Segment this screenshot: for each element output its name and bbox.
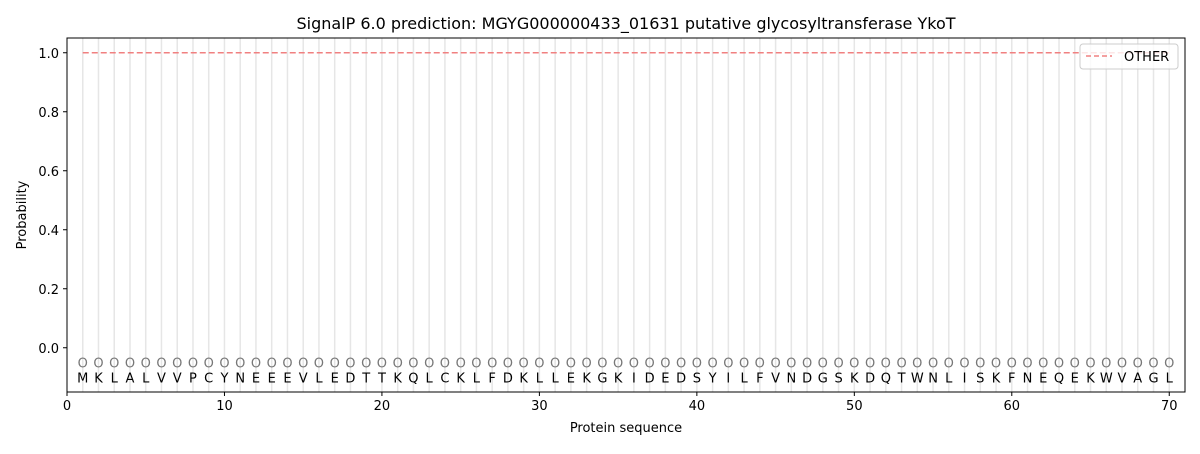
y-tick-label: 0.6 bbox=[38, 165, 59, 180]
residue-label: Y bbox=[708, 371, 717, 386]
y-tick-label: 1.0 bbox=[38, 47, 59, 62]
residue-label: V bbox=[299, 371, 308, 386]
residue-label: P bbox=[189, 371, 197, 386]
legend-label-other: OTHER bbox=[1124, 50, 1169, 65]
residue-label: E bbox=[1071, 371, 1079, 386]
residue-label: T bbox=[361, 371, 370, 386]
predicted-labels: OOOOOOOOOOOOOOOOOOOOOOOOOOOOOOOOOOOOOOOO… bbox=[78, 357, 1175, 372]
residue-label: E bbox=[331, 371, 339, 386]
residue-label: A bbox=[126, 371, 135, 386]
residue-label: L bbox=[473, 371, 481, 386]
residue-label: I bbox=[632, 371, 636, 386]
residue-label: L bbox=[1166, 371, 1174, 386]
residue-label: D bbox=[645, 371, 655, 386]
residue-label: K bbox=[456, 371, 465, 386]
x-tick-label: 10 bbox=[216, 399, 233, 414]
plot-frame bbox=[66, 37, 1186, 393]
residue-label: K bbox=[519, 371, 528, 386]
residue-label: D bbox=[865, 371, 875, 386]
y-tick-label: 0.2 bbox=[38, 283, 59, 298]
residue-label: I bbox=[963, 371, 967, 386]
residue-label: Y bbox=[219, 371, 228, 386]
residue-label: E bbox=[283, 371, 291, 386]
x-tick-label: 70 bbox=[1161, 399, 1178, 414]
residue-label: N bbox=[235, 371, 245, 386]
residue-label: L bbox=[536, 371, 544, 386]
residue-label: E bbox=[661, 371, 669, 386]
residue-label: S bbox=[693, 371, 701, 386]
residue-label: Q bbox=[881, 371, 891, 386]
y-tick-label: 0.4 bbox=[38, 224, 59, 239]
residue-label: D bbox=[503, 371, 513, 386]
residue-label: N bbox=[786, 371, 796, 386]
residue-label: V bbox=[173, 371, 182, 386]
residue-label: V bbox=[771, 371, 780, 386]
residue-label: G bbox=[1148, 371, 1158, 386]
legend: OTHER bbox=[1079, 43, 1179, 70]
residue-label: F bbox=[1008, 371, 1015, 386]
residue-label: L bbox=[111, 371, 119, 386]
residue-label: W bbox=[911, 371, 924, 386]
residue-label: L bbox=[426, 371, 434, 386]
residue-label: A bbox=[1133, 371, 1142, 386]
residue-label: Q bbox=[1054, 371, 1064, 386]
residue-label: K bbox=[614, 371, 623, 386]
residue-label: E bbox=[1039, 371, 1047, 386]
residue-label: D bbox=[676, 371, 686, 386]
residue-label: D bbox=[345, 371, 355, 386]
residue-label: Q bbox=[408, 371, 418, 386]
residue-label: K bbox=[582, 371, 591, 386]
residue-label: D bbox=[802, 371, 812, 386]
residue-label: L bbox=[552, 371, 560, 386]
residue-label: K bbox=[850, 371, 859, 386]
residue-label: M bbox=[77, 371, 88, 386]
residue-label: W bbox=[1100, 371, 1113, 386]
residue-label: C bbox=[204, 371, 213, 386]
x-tick-label: 20 bbox=[374, 399, 391, 414]
x-tick-label: 50 bbox=[846, 399, 863, 414]
residue-label: L bbox=[740, 371, 748, 386]
residue-label: F bbox=[756, 371, 763, 386]
residue-label: S bbox=[976, 371, 984, 386]
residue-label: K bbox=[992, 371, 1001, 386]
x-axis-label: Protein sequence bbox=[570, 421, 682, 436]
residue-label: I bbox=[726, 371, 730, 386]
y-tick-label: 0.0 bbox=[38, 342, 59, 357]
residue-label: L bbox=[945, 371, 953, 386]
residue-label: T bbox=[377, 371, 386, 386]
residue-label: V bbox=[1118, 371, 1127, 386]
legend-box bbox=[1079, 43, 1179, 70]
residue-label: E bbox=[268, 371, 276, 386]
residue-label: N bbox=[928, 371, 938, 386]
x-tick-label: 60 bbox=[1004, 399, 1021, 414]
residue-label: S bbox=[834, 371, 842, 386]
residue-label: L bbox=[315, 371, 323, 386]
residue-label: V bbox=[157, 371, 166, 386]
y-axis-label: Probability bbox=[15, 180, 30, 249]
residue-label: E bbox=[252, 371, 260, 386]
residue-label: N bbox=[1023, 371, 1033, 386]
x-tick-label: 30 bbox=[531, 399, 548, 414]
x-tick-label: 40 bbox=[689, 399, 706, 414]
y-tick-label: 0.8 bbox=[38, 106, 59, 121]
residue-label: L bbox=[142, 371, 150, 386]
x-tick-label: 0 bbox=[63, 399, 71, 414]
residue-label: T bbox=[897, 371, 906, 386]
residue-label: K bbox=[393, 371, 402, 386]
residue-label: G bbox=[597, 371, 607, 386]
residue-label: F bbox=[488, 371, 495, 386]
residue-label: K bbox=[1086, 371, 1095, 386]
residue-label: G bbox=[818, 371, 828, 386]
residue-label: E bbox=[567, 371, 575, 386]
chart-title: SignalP 6.0 prediction: MGYG000000433_01… bbox=[296, 14, 955, 34]
residue-label: C bbox=[440, 371, 449, 386]
residue-label: K bbox=[94, 371, 103, 386]
